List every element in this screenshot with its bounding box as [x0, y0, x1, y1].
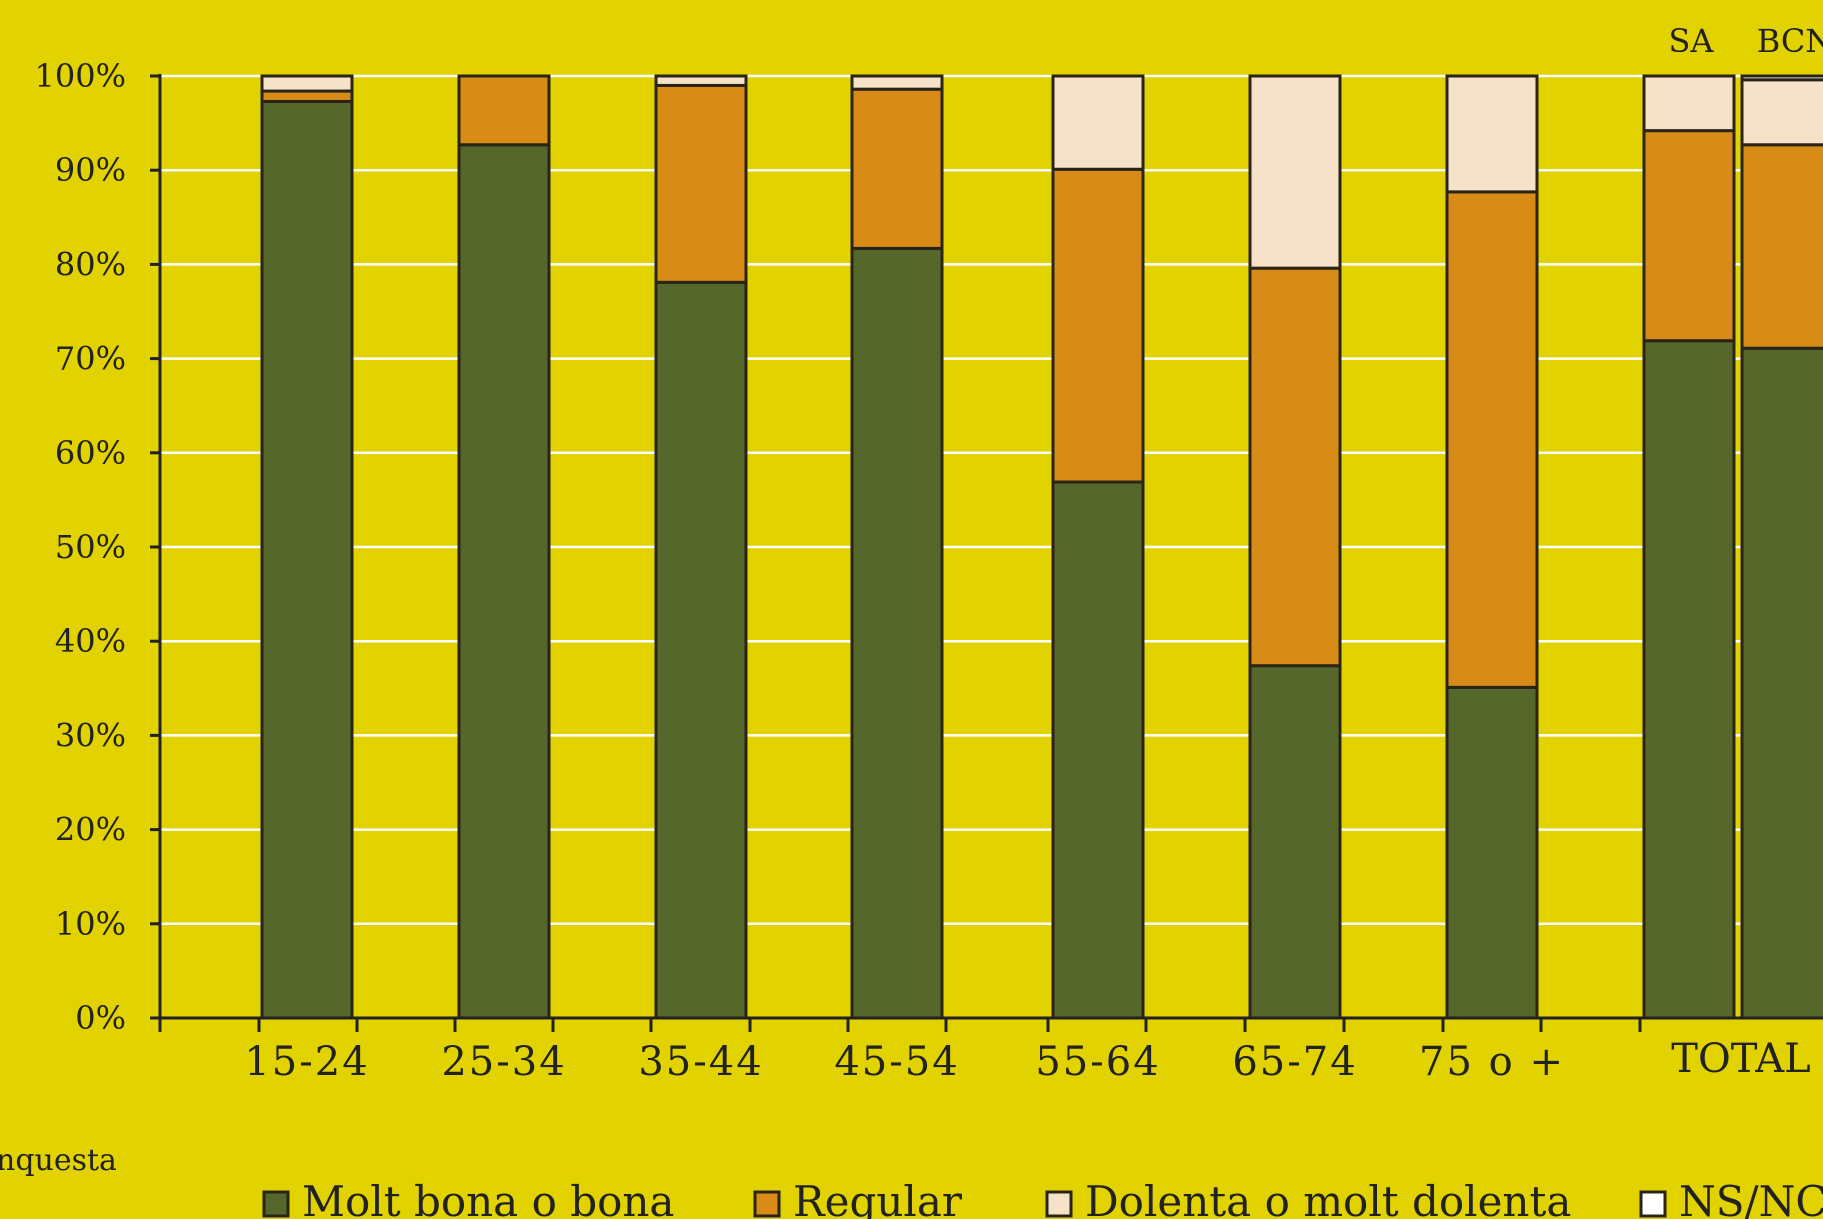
bar-segment: [850, 74, 944, 91]
x-category-label: 55-64: [1035, 1039, 1160, 1085]
bar-segment: [457, 143, 551, 1020]
bar-top-label-sa: SA: [1668, 22, 1714, 60]
x-axis: 15-24 25-34 35-44 45-54 55-64 65-74 75 o + TOTA…: [155, 22, 1823, 1085]
y-tick-label: 10%: [55, 905, 126, 943]
y-tick-label: 30%: [55, 716, 126, 754]
x-category-label: 35-44: [638, 1039, 763, 1085]
y-tick-label: 50%: [55, 528, 126, 566]
y-tick-label: 70%: [55, 340, 126, 378]
footnote-area: nquesta: [0, 1143, 117, 1178]
bar-segment: [1642, 74, 1736, 133]
bar-segment: [1740, 143, 1823, 350]
bar-segment: [850, 246, 944, 1020]
y-tick-label: 90%: [55, 151, 126, 189]
bar-segment: [1740, 346, 1823, 1020]
bar-segment: [457, 74, 551, 147]
x-category-label: 75 o +: [1419, 1039, 1565, 1085]
x-category-label: 15-24: [244, 1039, 369, 1085]
y-tick-label: 80%: [55, 245, 126, 283]
legend-label: Dolenta o molt dolenta: [1085, 1177, 1571, 1219]
bar-segment: [1248, 74, 1342, 270]
bar-segment: [1248, 664, 1342, 1020]
bar-segment: [1248, 266, 1342, 668]
y-tick-label: 20%: [55, 811, 126, 849]
footnote-text: nquesta: [0, 1143, 117, 1178]
bar-segment: [850, 87, 944, 250]
y-tick-label: 60%: [55, 434, 126, 472]
legend-label: Molt bona o bona: [302, 1177, 674, 1219]
bar-segment: [1642, 129, 1736, 343]
legend-swatch: [753, 1190, 781, 1218]
x-category-label: 25-34: [441, 1039, 566, 1085]
bar-segment: [1051, 167, 1145, 484]
legend-label: NS/NC: [1679, 1177, 1823, 1219]
bar-segment: [1740, 74, 1823, 82]
bar-top-label-bcn: BCN: [1757, 22, 1823, 60]
legend-swatch: [1045, 1190, 1073, 1218]
bar-segment: [1051, 480, 1145, 1020]
bar-segment: [1445, 74, 1539, 194]
bar-segment: [654, 280, 748, 1020]
bar-segment: [1642, 339, 1736, 1020]
bars: [260, 74, 1823, 1020]
bar-segment: [654, 74, 748, 87]
bar-segment: [260, 74, 354, 93]
legend-swatch: [1639, 1190, 1667, 1218]
legend-swatch: [262, 1190, 290, 1218]
bar-segment: [1740, 78, 1823, 147]
gridlines: [160, 74, 1823, 926]
y-tick-label: 100%: [35, 57, 126, 95]
legend: Molt bona o bona Regular Dolenta o molt do…: [262, 1177, 1823, 1219]
x-group-label-total: TOTAL: [1671, 1036, 1810, 1082]
y-tick-label: 0%: [75, 999, 126, 1037]
bar-segment: [1445, 685, 1539, 1020]
y-tick-label: 40%: [55, 622, 126, 660]
bar-segment: [654, 83, 748, 284]
x-category-label: 65-74: [1232, 1039, 1357, 1085]
bar-segment: [1445, 190, 1539, 689]
bar-segment: [260, 89, 354, 103]
bar-segment: [260, 99, 354, 1020]
y-axis: 0% 10% 20% 30% 40% 50% 60% 70% 80% 90% 100%: [35, 57, 162, 1037]
bar-segment: [1051, 74, 1145, 171]
legend-label: Regular: [793, 1177, 963, 1219]
x-category-label: 45-54: [834, 1039, 959, 1085]
